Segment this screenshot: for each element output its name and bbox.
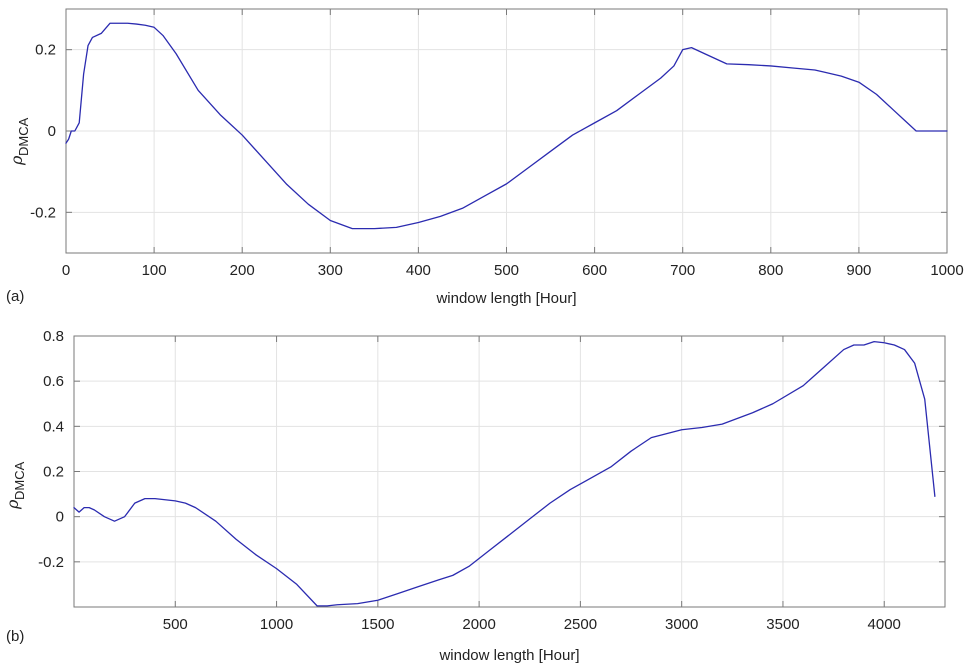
panel-a-y-tick-label-2: 0.2 xyxy=(35,42,56,59)
panel-a-x-tick-label-0: 0 xyxy=(62,262,70,279)
panel-b-y-tick-label-4: 0.6 xyxy=(43,373,64,390)
panel-b-y-tick-label-3: 0.4 xyxy=(43,418,64,435)
panel-b-series xyxy=(73,341,936,607)
panel-b-x-tick-label-7: 4000 xyxy=(868,616,901,633)
panel-a-x-tick-label-8: 800 xyxy=(758,262,783,279)
panel-a-x-tick-label-5: 500 xyxy=(494,262,519,279)
panel-b-ticks: 500 1000 1500 2000 2500 3000 3500 4000 -0.2 0 0.2 0… xyxy=(38,328,945,633)
panel-b-y-tick-label-1: 0 xyxy=(56,509,64,526)
panel-b-y-tick-label-5: 0.8 xyxy=(43,328,64,345)
panel-b-x-tick-label-6: 3500 xyxy=(766,616,799,633)
panel-a-series-line-0 xyxy=(65,22,948,230)
panel-a-x-tick-label-6: 600 xyxy=(582,262,607,279)
panel-a-y-axis-label: ρ DMCA xyxy=(7,117,31,166)
panel-b-x-tick-label-5: 3000 xyxy=(665,616,698,633)
panel-a-x-tick-label-2: 200 xyxy=(230,262,255,279)
panel-a-x-axis-label: window length [Hour] xyxy=(435,290,576,307)
panel-b-x-tick-label-1: 1000 xyxy=(260,616,293,633)
panel-a-ticks: 0 100 200 300 400 500 600 700 800 900 1000 -0.2 0 0.2 xyxy=(30,9,964,279)
panel-a-series xyxy=(65,22,948,230)
panel-a-y-tick-label-1: 0 xyxy=(48,123,56,140)
panel-b-label: (b) xyxy=(6,628,24,645)
panel-b-x-axis-label: window length [Hour] xyxy=(438,647,579,664)
panel-a-x-tick-label-4: 400 xyxy=(406,262,431,279)
panel-b-series-line-0 xyxy=(73,341,936,607)
panel-a-y-tick-label-0: -0.2 xyxy=(30,204,56,221)
panel-a-x-tick-label-7: 700 xyxy=(670,262,695,279)
panel-b-x-tick-label-3: 2000 xyxy=(462,616,495,633)
panel-b-y-tick-label-2: 0.2 xyxy=(43,464,64,481)
panel-b-x-tick-label-2: 1500 xyxy=(361,616,394,633)
panel-b-y-axis-label: ρ DMCA xyxy=(3,461,27,510)
panel-a-x-tick-label-3: 300 xyxy=(318,262,343,279)
panel-b-x-tick-label-4: 2500 xyxy=(564,616,597,633)
panel-a-label: (a) xyxy=(6,288,24,305)
panel-a-x-tick-label-10: 1000 xyxy=(930,262,963,279)
panel-b-y-axis-label-subscript: DMCA xyxy=(12,461,27,500)
panel-a-y-axis-label-symbol: ρ xyxy=(7,155,26,166)
panel-b-y-tick-label-0: -0.2 xyxy=(38,554,64,571)
panel-b-y-axis-label-symbol: ρ xyxy=(3,499,22,510)
panel-b: 500 1000 1500 2000 2500 3000 3500 4000 -0.2 0 0.2 0… xyxy=(3,328,946,664)
panel-a: 0 100 200 300 400 500 600 700 800 900 1000 -0.2 0 0.2… xyxy=(6,8,964,307)
panel-b-x-tick-label-0: 500 xyxy=(163,616,188,633)
panel-a-x-tick-label-1: 100 xyxy=(142,262,167,279)
panel-a-x-tick-label-9: 900 xyxy=(846,262,871,279)
panel-a-y-axis-label-subscript: DMCA xyxy=(16,117,31,156)
